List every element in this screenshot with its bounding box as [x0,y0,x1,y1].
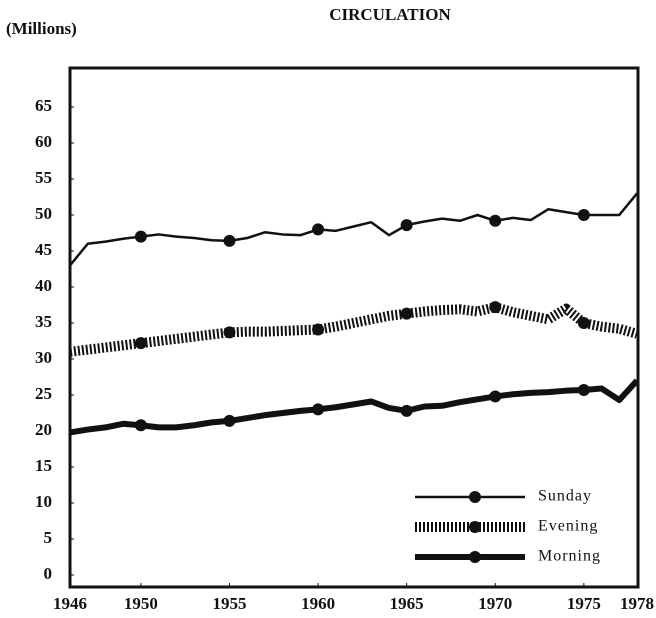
legend-marker [469,521,481,533]
series-marker [577,317,590,329]
series-marker [134,230,147,243]
y-tick-label: 25 [35,384,52,403]
x-tick-label: 1965 [390,594,424,613]
plot-frame [68,66,640,589]
series-marker [223,414,236,427]
y-tick-label: 40 [35,276,52,295]
y-tick-label: 15 [35,456,52,475]
series-marker [134,419,147,432]
series-marker [400,307,413,320]
series-marker [489,301,502,314]
x-tick-label: 1975 [567,594,601,613]
series-marker [400,404,413,417]
y-tick-label: 65 [35,96,52,115]
series-marker [134,337,147,350]
chart-title: CIRCULATION [329,5,451,24]
y-tick-label: 5 [44,528,53,547]
x-tick-label: 1970 [478,594,512,613]
series-marker [312,403,325,416]
y-tick-label: 35 [35,312,52,331]
x-tick-label: 1978 [620,594,654,613]
y-tick-label: 45 [35,240,52,259]
y-tick-label: 10 [35,492,52,511]
legend-label: Evening [538,518,598,535]
x-tick-label: 1960 [301,594,335,613]
legend-marker [469,491,481,503]
series-line [69,302,639,357]
legend-marker [469,551,481,563]
series-marker [223,234,236,247]
series-marker [489,214,502,227]
series-marker [312,323,325,336]
series-marker [577,383,590,396]
series-marker [577,209,590,221]
y-tick-label: 30 [35,348,52,367]
y-tick-label: 20 [35,420,52,439]
series-marker [489,390,502,403]
series-marker [223,326,236,339]
y-tick-label: 55 [35,168,52,187]
legend-label: Sunday [538,488,592,505]
y-tick-label: 50 [35,204,52,223]
series-line [69,378,640,436]
x-tick-label: 1950 [124,594,158,613]
series-marker [312,223,325,236]
y-axis-label: (Millions) [6,19,77,38]
series-marker [400,219,413,232]
series-line [69,192,638,267]
legend-label: Morning [538,548,601,565]
x-tick-label: 1955 [212,594,246,613]
x-tick-label: 1946 [53,594,87,613]
y-tick-label: 60 [35,132,52,151]
y-tick-label: 0 [44,564,53,583]
